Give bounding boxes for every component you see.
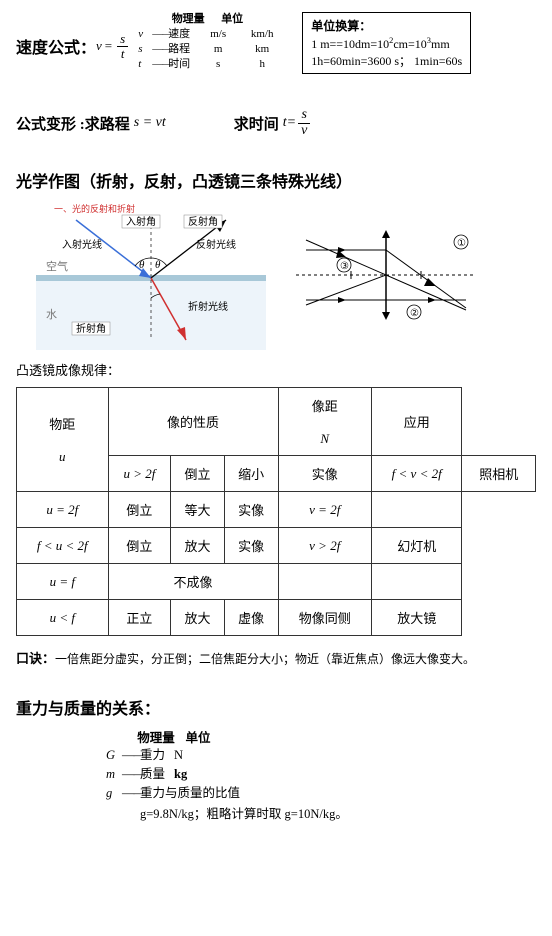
svg-text:反射光线: 反射光线 — [196, 238, 236, 251]
svg-text:入射角: 入射角 — [126, 216, 156, 228]
svg-text:③: ③ — [340, 261, 349, 272]
svg-text:入射光线: 入射光线 — [62, 238, 102, 251]
convex-lens-diagram: ① ② ③ — [296, 220, 476, 330]
svg-text:反射角: 反射角 — [188, 216, 218, 228]
table-row: u = f不成像 — [17, 564, 536, 600]
table-title: 凸透镜成像规律： — [16, 360, 536, 379]
quantity-list: 物理量 单位 v——速度m/skm/h s——路程mkm t——时间sh — [138, 12, 284, 71]
svg-text:一、光的反射和折射: 一、光的反射和折射 — [54, 203, 135, 214]
table-row: u = 2f倒立等大实像v = 2f — [17, 492, 536, 528]
svg-text:折射光线: 折射光线 — [188, 300, 228, 313]
gravity-section: 重力与质量的关系： 物理量单位 G——重力N m——质量kg g——重力与质量的… — [16, 695, 536, 821]
svg-text:折射角: 折射角 — [76, 322, 106, 335]
formula: v = s t — [96, 12, 130, 60]
svg-text:θ: θ — [139, 259, 145, 271]
svg-text:②: ② — [410, 308, 419, 319]
velocity-formula-section: 速度公式： v = s t 物理量 单位 v——速度m/skm/h s——路程m… — [16, 12, 536, 74]
svg-text:空气: 空气 — [46, 259, 68, 273]
section-title: 速度公式： — [16, 12, 96, 58]
mnemonic-tip: 口诀：一倍焦距分虚实，分正倒；二倍焦距分大小；物近（靠近焦点）像远大像变大。 — [16, 648, 536, 667]
conv-line2: 1h=60min=3600 s； 1min=60s — [311, 52, 462, 69]
formula-transform-section: 公式变形 : 求路程 s = vt 求时间 t = sv — [16, 108, 536, 138]
table-row: u < f正立放大虚像物像同侧放大镜 — [17, 600, 536, 636]
table-row: f < u < 2f倒立放大实像v > 2f幻灯机 — [17, 528, 536, 564]
table-row: 物距u 像的性质 像距N 应用 — [17, 388, 536, 456]
reflection-refraction-diagram: 一、光的反射和折射 θ θ 入射角 反射角 入 — [36, 200, 266, 350]
svg-text:水: 水 — [46, 308, 57, 321]
lens-imaging-table: 物距u 像的性质 像距N 应用 u > 2f倒立缩小实像f < v < 2f照相… — [16, 387, 536, 636]
conv-line1: 1 m==10dm=102cm=103mm — [311, 36, 462, 52]
optics-section: 光学作图（折射，反射，凸透镜三条特殊光线） 一、光的反射和折射 θ θ — [16, 168, 536, 667]
svg-text:θ: θ — [155, 259, 161, 271]
unit-conversion-box: 单位换算： 1 m==10dm=102cm=103mm 1h=60min=360… — [302, 12, 471, 74]
svg-text:①: ① — [457, 238, 466, 249]
